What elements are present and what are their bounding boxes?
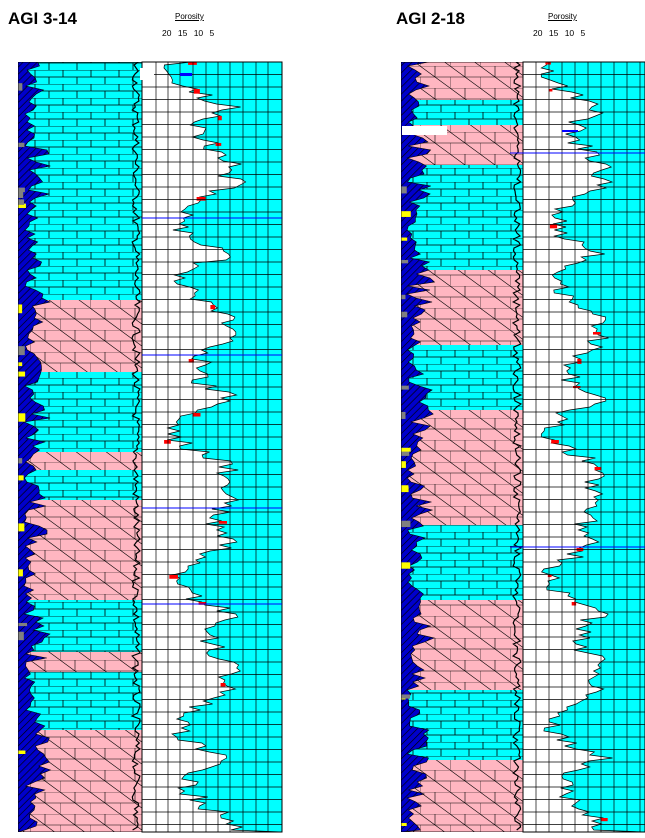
porosity-highlight	[188, 359, 194, 363]
accessory-lithology	[18, 523, 25, 532]
accessory-lithology	[401, 486, 409, 493]
porosity-tick: 15	[548, 28, 559, 38]
accessory-lithology	[18, 371, 26, 377]
track-frame	[141, 61, 283, 833]
accessory-lithology	[401, 237, 408, 241]
lithology-bed	[18, 500, 142, 600]
marker-bar	[562, 130, 578, 132]
porosity-label-right: Porosity	[548, 12, 577, 21]
lithology-bed	[401, 62, 523, 100]
accessory-lithology	[401, 461, 406, 468]
porosity-highlight	[215, 143, 222, 146]
accessory-lithology	[401, 822, 407, 827]
accessory-lithology	[18, 83, 23, 91]
accessory-lithology	[401, 259, 409, 264]
porosity-highlight	[549, 224, 558, 229]
porosity-highlight	[210, 305, 216, 310]
accessory-lithology	[401, 562, 411, 569]
well-title-left: AGI 3-14	[8, 9, 77, 28]
accessory-lithology	[18, 458, 23, 464]
porosity-ticks-left: 20 15 10 5	[162, 28, 214, 38]
porosity-tick: 20	[533, 28, 543, 38]
porosity-highlight	[192, 413, 201, 417]
well-title-right: AGI 2-18	[396, 9, 465, 28]
accessory-lithology	[401, 447, 410, 456]
accessory-lithology	[18, 203, 26, 208]
accessory-lithology	[401, 694, 411, 699]
porosity-highlight	[188, 62, 197, 65]
porosity-tick: 15	[177, 28, 188, 38]
porosity-highlight	[594, 467, 602, 471]
lithology-bed	[18, 652, 142, 672]
lithology-bed	[401, 600, 523, 690]
accessory-lithology	[18, 622, 28, 627]
porosity-highlight	[198, 602, 207, 605]
porosity-tick: 20	[162, 28, 172, 38]
accessory-lithology	[18, 304, 23, 314]
porosity-highlight	[571, 602, 577, 606]
porosity-highlight	[196, 197, 206, 201]
lithology-bed	[401, 760, 523, 832]
gamma-curve	[511, 62, 523, 831]
accessory-lithology	[18, 191, 24, 198]
porosity-highlight	[548, 89, 553, 92]
lithology-column	[401, 62, 523, 832]
porosity-tick: 5	[209, 28, 215, 38]
porosity-tick: 10	[193, 28, 204, 38]
accessory-lithology	[18, 631, 24, 641]
lithology-bed	[401, 100, 523, 125]
porosity-ticks-right: 20 15 10 5	[533, 28, 585, 38]
accessory-lithology	[401, 520, 411, 528]
label-patch	[402, 126, 447, 135]
accessory-lithology	[18, 475, 24, 481]
dolomite-edge	[401, 62, 436, 832]
lithology-bed	[401, 165, 523, 270]
lithology-column	[18, 62, 142, 832]
porosity-tick: 10	[564, 28, 575, 38]
dolomite-edge	[18, 62, 52, 832]
lithology-bed	[18, 730, 142, 832]
accessory-lithology	[401, 447, 411, 452]
porosity-highlight	[218, 521, 227, 524]
porosity-fill	[540, 61, 645, 833]
accessory-lithology	[18, 413, 26, 422]
porosity-tick: 5	[580, 28, 586, 38]
porosity-highlight	[593, 332, 601, 335]
accessory-lithology	[18, 569, 23, 577]
accessory-lithology	[18, 346, 25, 356]
accessory-lithology	[401, 186, 407, 194]
porosity-highlight	[193, 89, 200, 94]
porosity-highlight	[220, 683, 226, 687]
accessory-lithology	[18, 750, 26, 754]
accessory-lithology	[18, 142, 25, 148]
porosity-highlight	[217, 116, 222, 121]
porosity-highlight	[551, 440, 559, 444]
accessory-lithology	[18, 187, 25, 193]
track-frame	[522, 61, 645, 833]
lithology-bed	[18, 672, 142, 730]
accessory-lithology	[401, 385, 409, 390]
porosity-highlight	[164, 440, 171, 444]
accessory-lithology	[18, 362, 23, 367]
porosity-highlight	[169, 575, 178, 579]
gamma-curve	[130, 62, 142, 831]
porosity-highlight	[545, 62, 551, 65]
porosity-label-left: Porosity	[175, 12, 204, 21]
accessory-lithology	[401, 211, 411, 217]
accessory-lithology	[401, 311, 408, 318]
lithology-bed	[401, 690, 523, 760]
accessory-lithology	[401, 294, 406, 300]
porosity-highlight	[600, 818, 608, 822]
marker-bar	[180, 73, 192, 76]
accessory-lithology	[401, 411, 406, 419]
porosity-highlight	[547, 575, 552, 578]
label-patch	[140, 68, 154, 80]
lithology-bed	[18, 452, 142, 470]
accessory-lithology	[18, 199, 25, 205]
porosity-highlight	[577, 359, 582, 364]
